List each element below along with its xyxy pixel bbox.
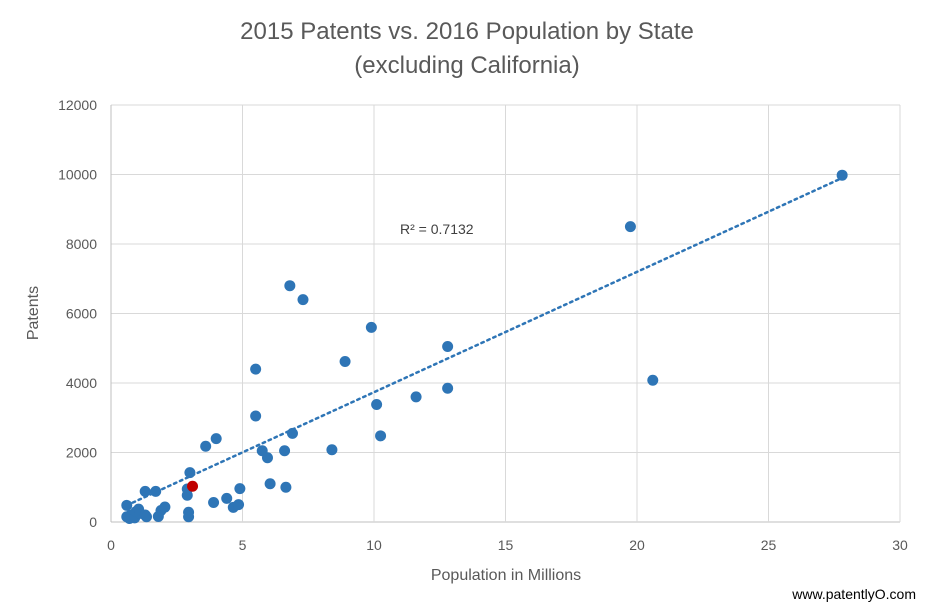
data-point — [371, 399, 383, 411]
y-tick-label: 8000 — [66, 236, 97, 252]
data-point — [647, 374, 659, 386]
data-point — [139, 485, 151, 497]
data-point — [624, 221, 636, 233]
data-point — [261, 452, 273, 464]
y-tick-label: 10000 — [58, 167, 97, 183]
x-axis-label: Population in Millions — [431, 567, 581, 584]
data-point — [208, 497, 220, 509]
x-tick-label: 30 — [892, 537, 908, 553]
data-point — [159, 501, 171, 513]
x-axis-ticks: 0 5 10 15 20 25 30 — [107, 537, 908, 553]
data-point — [442, 341, 454, 353]
highlighted-data-point — [187, 480, 199, 492]
data-point — [250, 410, 262, 422]
chart-title: 2015 Patents vs. 2016 Population by Stat… — [240, 18, 694, 45]
source-footer: www.patentlyO.com — [792, 586, 916, 602]
data-point — [326, 444, 338, 456]
data-point — [221, 492, 233, 504]
data-point — [210, 433, 222, 445]
data-point — [200, 440, 212, 452]
y-tick-label: 0 — [89, 514, 97, 530]
gridlines — [110, 104, 901, 523]
r-squared-label: R² = 0.7132 — [400, 221, 474, 237]
data-point — [183, 506, 195, 518]
data-point — [286, 427, 298, 439]
y-axis-ticks: 0 2000 4000 6000 8000 10000 12000 — [58, 97, 97, 530]
data-point — [234, 483, 246, 495]
data-point — [375, 430, 387, 442]
data-point — [279, 445, 291, 457]
y-tick-label: 2000 — [66, 445, 97, 461]
x-tick-label: 10 — [366, 537, 382, 553]
x-tick-label: 15 — [498, 537, 514, 553]
data-point — [264, 478, 276, 490]
data-point — [121, 499, 133, 511]
data-point — [184, 467, 196, 479]
chart-subtitle: (excluding California) — [354, 52, 579, 79]
x-tick-label: 20 — [629, 537, 645, 553]
y-tick-label: 6000 — [66, 306, 97, 322]
data-point — [250, 363, 262, 375]
trendline-group — [125, 176, 844, 507]
data-point — [150, 485, 162, 497]
data-point — [280, 481, 292, 493]
data-points — [121, 169, 848, 525]
data-point — [442, 382, 454, 394]
data-point — [233, 499, 245, 511]
data-point — [365, 321, 377, 333]
x-tick-label: 5 — [239, 537, 247, 553]
trendline — [125, 176, 844, 507]
data-point — [141, 511, 153, 523]
y-tick-label: 12000 — [58, 97, 97, 113]
y-tick-label: 4000 — [66, 375, 97, 391]
y-axis-label: Patents — [25, 286, 42, 340]
x-tick-label: 0 — [107, 537, 115, 553]
data-point — [410, 391, 422, 403]
data-point — [836, 169, 848, 181]
data-point — [339, 355, 351, 367]
x-tick-label: 25 — [761, 537, 777, 553]
data-point — [284, 280, 296, 292]
data-point — [297, 294, 309, 306]
